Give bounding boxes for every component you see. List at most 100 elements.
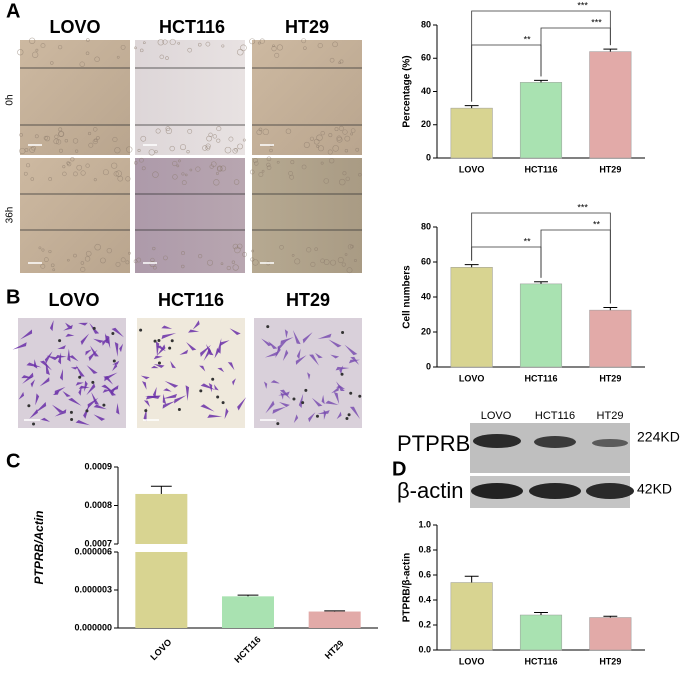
cell (298, 393, 304, 408)
cell (187, 128, 193, 134)
y-tick-label: 40 (421, 291, 431, 301)
cell (336, 411, 342, 420)
cell (41, 248, 45, 252)
cell (349, 406, 361, 419)
cell (92, 138, 98, 145)
cell (227, 362, 235, 371)
pore (168, 346, 172, 350)
pore (221, 401, 225, 405)
cell (181, 172, 185, 176)
cell (228, 136, 234, 142)
cell (58, 352, 62, 365)
pore (157, 361, 161, 365)
cell (26, 163, 31, 168)
cell (259, 38, 265, 44)
cell (327, 149, 333, 155)
cell (20, 329, 33, 340)
cell (64, 139, 69, 143)
cell (252, 158, 258, 163)
cell (159, 54, 164, 60)
cell (102, 169, 109, 176)
cell (261, 338, 273, 347)
y-tick-label: 0 (426, 361, 431, 371)
cell (84, 256, 91, 262)
bar (589, 617, 632, 651)
cell (106, 247, 112, 254)
cell (257, 41, 261, 45)
cell (54, 409, 67, 417)
panel-label: C (6, 450, 20, 472)
cell (102, 336, 110, 346)
significance-bracket (471, 212, 611, 304)
cell (115, 261, 121, 267)
cell (78, 322, 88, 326)
cell (113, 171, 119, 177)
cell (152, 386, 157, 398)
cell (266, 162, 271, 168)
bar (519, 82, 563, 159)
cell (143, 41, 146, 45)
cell (128, 251, 131, 255)
cell (80, 266, 86, 273)
cell (344, 149, 349, 153)
y-tick-label: 0.000003 (74, 584, 112, 594)
pore (304, 388, 308, 392)
x-tick-label: HT29 (599, 656, 621, 666)
y-axis-label: Percentage (%) (402, 55, 413, 127)
cell (188, 329, 200, 333)
cell (112, 360, 120, 365)
pore (78, 375, 82, 379)
cell (80, 170, 86, 176)
cell (105, 335, 111, 349)
cell (49, 320, 54, 332)
y-tick-label: 40 (421, 86, 431, 96)
cell (250, 257, 255, 262)
cell (48, 177, 53, 181)
cell (85, 163, 90, 168)
cell (296, 348, 301, 360)
cell (177, 41, 181, 45)
cell (45, 360, 50, 375)
cell (276, 44, 283, 51)
cell (148, 149, 155, 156)
cell (54, 386, 66, 395)
bar (135, 493, 188, 544)
cell (301, 38, 307, 44)
cell (346, 267, 353, 274)
cell (40, 263, 46, 269)
cell (75, 365, 85, 377)
bar (450, 582, 493, 651)
cell (220, 165, 227, 172)
cell (339, 59, 344, 64)
cell (285, 128, 292, 134)
cell (26, 362, 42, 368)
protein-label: PTPRB (397, 431, 470, 456)
cell (103, 376, 114, 385)
micrograph (20, 158, 130, 273)
y-tick-label: 0.4 (418, 594, 431, 604)
pore (345, 417, 349, 421)
cell (35, 48, 39, 52)
cell (93, 414, 106, 421)
cell (212, 134, 217, 139)
cell (293, 414, 299, 424)
cell (240, 44, 247, 52)
cell (111, 162, 118, 169)
cell (308, 412, 316, 423)
band (586, 483, 634, 499)
cell (72, 138, 79, 144)
panel-label: B (6, 286, 20, 308)
cell (302, 332, 313, 344)
cell (272, 406, 287, 414)
cell (140, 375, 150, 380)
pore (276, 422, 280, 426)
y-tick-label: 0.0009 (84, 461, 112, 471)
panel-label: A (6, 0, 20, 22)
cell (328, 158, 335, 164)
cell (315, 352, 323, 359)
cell (293, 330, 301, 345)
y-tick-label: 80 (421, 221, 431, 231)
x-tick-label: HCT116 (524, 656, 557, 666)
column-label: LOVO (48, 290, 99, 310)
cell (284, 329, 288, 339)
